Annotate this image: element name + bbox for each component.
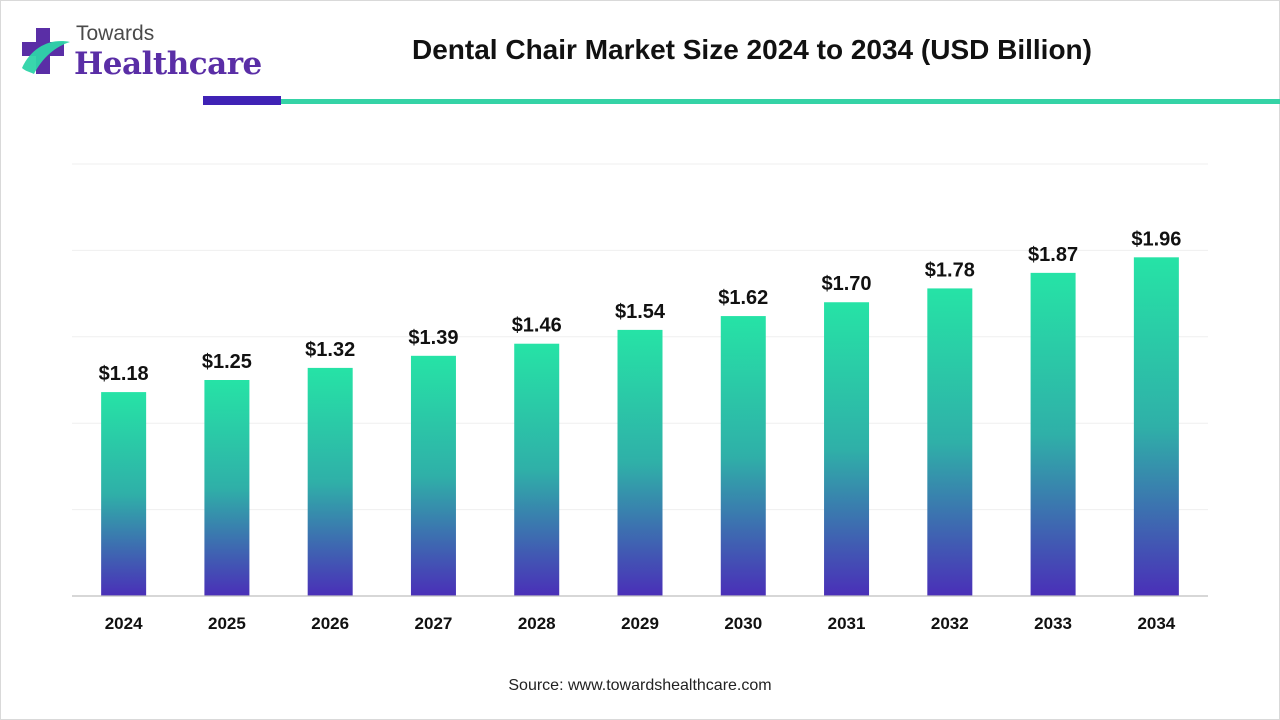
x-tick-2029: 2029 bbox=[621, 614, 659, 633]
x-tick-2030: 2030 bbox=[724, 614, 762, 633]
x-tick-labels: 2024 2025 2026 2027 2028 2029 2030 2031 2032 2033… bbox=[105, 614, 1176, 633]
data-labels: $1.18 $1.25 $1.32 $1.39 $1.46 $1.54 $1.62 $1.70… bbox=[99, 228, 1182, 385]
x-tick-2031: 2031 bbox=[828, 614, 866, 633]
title-divider-line bbox=[281, 99, 1280, 104]
x-tick-2034: 2034 bbox=[1137, 614, 1175, 633]
bar-2031 bbox=[824, 302, 870, 596]
data-label-2026: $1.32 bbox=[305, 339, 355, 361]
x-tick-2032: 2032 bbox=[931, 614, 969, 633]
bar-2025 bbox=[204, 380, 250, 596]
data-label-2027: $1.39 bbox=[408, 327, 458, 349]
bar-2024 bbox=[101, 392, 147, 596]
bar-2029 bbox=[617, 329, 663, 596]
brand-name-top: Towards bbox=[76, 22, 155, 45]
bars bbox=[101, 257, 1179, 596]
x-tick-2028: 2028 bbox=[518, 614, 556, 633]
brand-logo: Towards Healthcare bbox=[18, 22, 262, 82]
bar-2027 bbox=[410, 355, 456, 596]
bar-2034 bbox=[1133, 257, 1179, 596]
chart-title: Dental Chair Market Size 2024 to 2034 (U… bbox=[412, 34, 1092, 65]
bar-2032 bbox=[927, 288, 973, 596]
bar-2028 bbox=[514, 343, 560, 596]
x-tick-2025: 2025 bbox=[208, 614, 246, 633]
data-label-2031: $1.70 bbox=[822, 273, 872, 295]
data-label-2032: $1.78 bbox=[925, 259, 975, 281]
title-accent-bar bbox=[203, 96, 281, 105]
healthcare-cross-icon bbox=[22, 28, 70, 74]
x-tick-2033: 2033 bbox=[1034, 614, 1072, 633]
data-label-2025: $1.25 bbox=[202, 351, 252, 373]
brand-name-bottom: Healthcare bbox=[74, 46, 262, 82]
data-label-2033: $1.87 bbox=[1028, 244, 1078, 266]
bar-2033 bbox=[1030, 272, 1076, 596]
data-label-2029: $1.54 bbox=[615, 301, 666, 323]
x-tick-2024: 2024 bbox=[105, 614, 143, 633]
x-tick-2027: 2027 bbox=[415, 614, 453, 633]
data-label-2024: $1.18 bbox=[99, 363, 149, 385]
data-label-2030: $1.62 bbox=[718, 287, 768, 309]
bar-2026 bbox=[307, 367, 353, 596]
data-label-2028: $1.46 bbox=[512, 315, 562, 337]
data-label-2034: $1.96 bbox=[1131, 228, 1181, 250]
source-note: Source: www.towardshealthcare.com bbox=[508, 677, 772, 694]
bar-2030 bbox=[720, 316, 766, 596]
x-tick-2026: 2026 bbox=[311, 614, 349, 633]
